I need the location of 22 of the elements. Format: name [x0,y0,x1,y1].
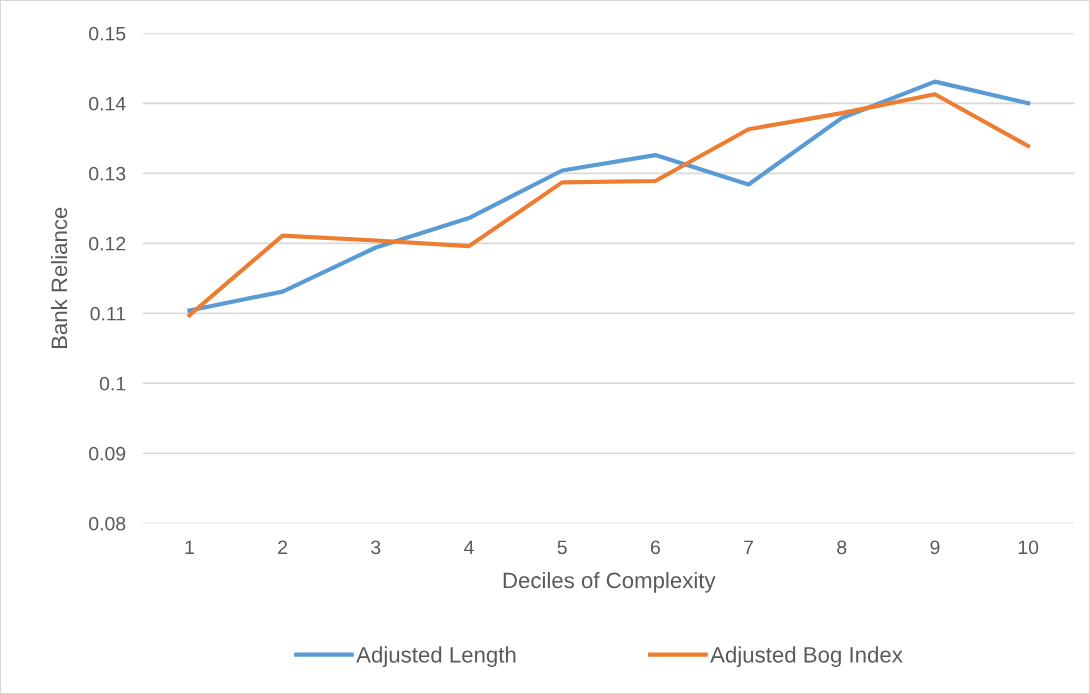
x-tick-label: 5 [557,540,567,555]
legend-label: Adjusted Length [356,646,516,668]
legend-label: Adjusted Bog Index [710,646,903,668]
x-axis-title: Deciles of Complexity [503,571,716,593]
x-tick-label: 7 [744,540,753,555]
y-axis-title: Bank Reliance [50,207,68,349]
x-tick-label: 4 [464,540,474,555]
x-tick-label: 9 [930,540,940,555]
y-tick-label: 0.13 [89,166,126,181]
x-tick-label: 6 [650,540,660,555]
x-tick-label: 3 [371,540,381,555]
x-tick-label: 10 [1018,540,1039,555]
y-tick-label: 0.11 [90,306,126,321]
x-tick-label: 2 [278,540,288,555]
x-tick-label: 1 [185,540,194,555]
x-tick-label: 8 [837,540,847,555]
y-tick-label: 0.12 [89,236,126,251]
y-tick-label: 0.08 [89,516,126,531]
y-tick-label: 0.09 [89,446,126,461]
y-tick-label: 0.1 [99,376,126,391]
y-tick-label: 0.15 [89,26,126,41]
y-tick-label: 0.14 [89,96,126,111]
